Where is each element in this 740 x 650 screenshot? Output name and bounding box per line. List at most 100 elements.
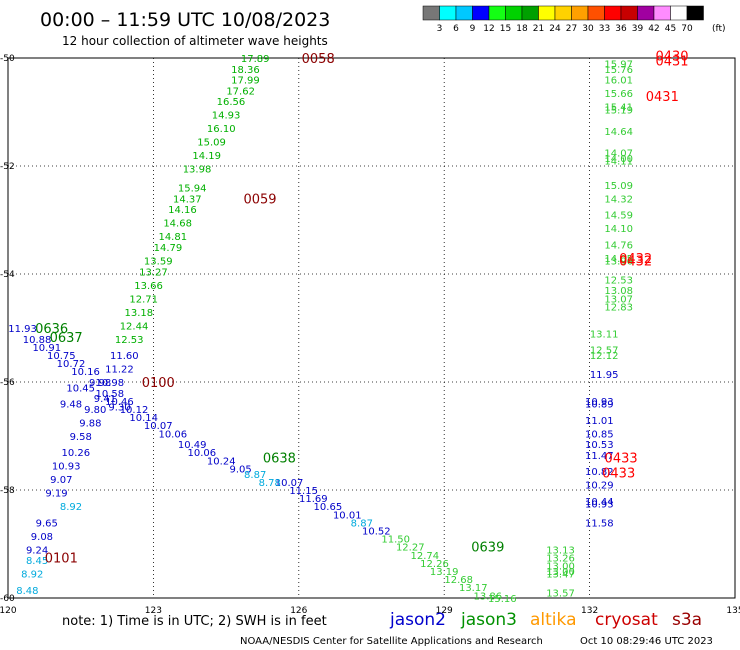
time-label: 0639 xyxy=(471,541,504,556)
legend-label: 30 xyxy=(582,24,594,34)
data-point-label: 9.80 xyxy=(84,405,106,416)
data-point-label: 17.62 xyxy=(226,86,255,97)
data-point-label: 10.75 xyxy=(47,351,76,362)
legend-label: 24 xyxy=(549,24,561,34)
data-point-label: 9.08 xyxy=(31,532,53,543)
data-point-label: 13.26 xyxy=(546,554,575,565)
legend-label: 6 xyxy=(453,24,459,34)
time-label: 0431 xyxy=(646,90,679,105)
legend-label: 33 xyxy=(599,24,610,34)
data-point-label: 17.99 xyxy=(231,76,260,87)
data-point-label: 11.93 xyxy=(8,324,37,335)
data-point-label: 9.30 xyxy=(108,402,130,413)
data-point-label: 13.59 xyxy=(144,257,173,268)
data-point-label: 10.89 xyxy=(585,400,614,411)
data-point-label: 9.24 xyxy=(26,545,48,556)
data-point-label: 10.98 xyxy=(95,378,124,389)
data-point-label: 10.88 xyxy=(23,335,52,346)
time-label: 0058 xyxy=(302,52,335,67)
data-point-label: 15.09 xyxy=(197,138,226,149)
legend-label: 9 xyxy=(470,24,476,34)
legend-label: 21 xyxy=(533,24,544,34)
legend-label: 12 xyxy=(483,24,494,34)
data-point-label: 11.47 xyxy=(585,451,614,462)
data-point-label: 11.15 xyxy=(289,486,318,497)
data-point-label: 12.68 xyxy=(444,575,473,586)
data-point-label: 10.52 xyxy=(362,527,391,538)
data-point-label: 13.00 xyxy=(546,567,575,578)
data-point-label: 8.78 xyxy=(259,478,281,489)
satellite-legend: jason2 jason3 altika cryosat s3a xyxy=(389,610,702,630)
data-point-label: 14.07 xyxy=(604,149,633,160)
legend-label: 42 xyxy=(648,24,659,34)
legend-swatch xyxy=(472,5,490,21)
data-point-label: 10.85 xyxy=(585,429,614,440)
data-point-label: 8.87 xyxy=(351,518,373,529)
time-label: 0637 xyxy=(50,331,83,346)
data-point-label: 13.08 xyxy=(604,286,633,297)
data-point-label: 10.07 xyxy=(144,421,173,432)
data-point-label: 13.27 xyxy=(139,267,168,278)
legend-swatch xyxy=(554,5,572,21)
data-point-label: 10.93 xyxy=(585,397,614,408)
time-labels: 0058005901000101063606370638063904300431… xyxy=(35,49,688,566)
legend-label: 18 xyxy=(516,24,528,34)
data-point-label: 14.79 xyxy=(154,243,183,254)
data-point-label: 12.12 xyxy=(590,351,619,362)
legend-label: 45 xyxy=(665,24,676,34)
chart-title: 00:00 – 11:59 UTC 10/08/2023 xyxy=(40,9,330,31)
legend-swatch xyxy=(422,5,440,21)
data-point-label: 13.57 xyxy=(546,589,575,600)
data-point-label: 14.00 xyxy=(604,154,633,165)
data-point-label: 15.66 xyxy=(604,89,633,100)
legend-swatch xyxy=(439,5,457,21)
data-point-label: 11.01 xyxy=(585,416,614,427)
data-point-label: 10.58 xyxy=(95,389,124,400)
time-label: 0433 xyxy=(602,467,635,482)
legend-swatch xyxy=(538,5,556,21)
data-point-label: 10.26 xyxy=(62,448,91,459)
data-point-label: 10.91 xyxy=(32,343,61,354)
data-point-label: 10.65 xyxy=(314,502,343,513)
data-point-label: 13.18 xyxy=(125,308,154,319)
time-label: 0432 xyxy=(619,252,652,267)
y-tick-label: -60 xyxy=(0,594,15,604)
y-tick-label: -58 xyxy=(0,486,15,496)
data-point-label: 14.59 xyxy=(604,211,633,222)
footer-note: note: 1) Time is in UTC; 2) SWH is in fe… xyxy=(62,614,327,629)
data-point-label: 8.45 xyxy=(26,556,48,567)
plot-area xyxy=(7,57,736,599)
data-point-label: 10.29 xyxy=(585,481,614,492)
data-point-label: 12.53 xyxy=(115,335,144,346)
data-point-label: 15.09 xyxy=(604,181,633,192)
legend-swatch xyxy=(686,5,704,21)
data-point-label: 8.92 xyxy=(60,502,82,513)
data-point-label: 17.89 xyxy=(241,54,270,65)
data-point-label: 14.81 xyxy=(158,232,187,243)
footer-timestamp: Oct 10 08:29:46 UTC 2023 xyxy=(580,636,713,647)
data-point-label: 10.82 xyxy=(585,467,614,478)
data-point-label: 18.36 xyxy=(231,65,260,76)
data-point-label: 10.24 xyxy=(207,456,236,467)
x-tick-label: 132 xyxy=(581,606,598,616)
data-point-label: 10.93 xyxy=(52,462,81,473)
data-point-label: 12.74 xyxy=(410,551,439,562)
y-tick-label: -50 xyxy=(0,54,15,64)
time-label: 0431 xyxy=(655,55,688,70)
data-point-label: 11.58 xyxy=(585,518,614,529)
data-point-label: 15.97 xyxy=(604,59,633,70)
data-point-label: 13.98 xyxy=(183,165,212,176)
legend-swatch xyxy=(653,5,671,21)
data-point-label: 13.00 xyxy=(546,562,575,573)
data-point-label: 13.47 xyxy=(546,570,575,581)
legend-swatch xyxy=(637,5,655,21)
data-point-label: 15.41 xyxy=(604,103,633,114)
data-point-label: 11.69 xyxy=(299,494,328,505)
legend-swatch xyxy=(455,5,473,21)
data-point-label: 14.11 xyxy=(604,157,633,168)
data-point-label: 13.96 xyxy=(604,257,633,268)
data-point-label: 15.76 xyxy=(604,65,633,76)
data-point-label: 14.37 xyxy=(173,194,202,205)
data-point-label: 13.13 xyxy=(546,545,575,556)
